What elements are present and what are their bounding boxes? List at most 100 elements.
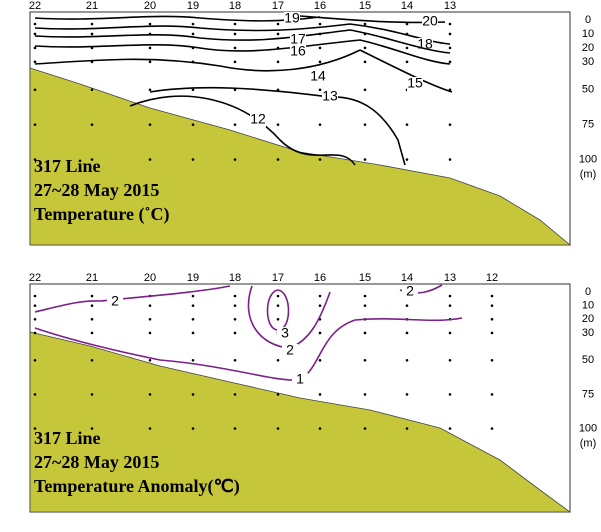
sample-dot xyxy=(191,123,195,126)
sample-dot xyxy=(318,393,322,396)
depth-tick-label: 0 xyxy=(585,14,591,26)
depth-tick-label: 20 xyxy=(582,42,594,54)
sample-dot xyxy=(191,393,195,396)
station-label: 19 xyxy=(187,272,199,284)
depth-tick-label: 10 xyxy=(582,300,594,312)
sample-dot xyxy=(405,304,409,307)
depth-unit: (m) xyxy=(580,168,597,180)
sample-dot xyxy=(233,46,237,50)
sample-dot xyxy=(33,294,37,298)
sample-dot xyxy=(490,318,494,321)
sample-dot xyxy=(276,427,280,430)
station-label: 21 xyxy=(86,0,98,12)
contour-label-bg xyxy=(284,12,300,26)
sample-dot xyxy=(448,294,452,298)
sample-dot xyxy=(90,294,94,298)
contour-line xyxy=(34,23,451,45)
sample-dot xyxy=(148,304,152,307)
sample-dot xyxy=(276,158,280,161)
seabed xyxy=(29,67,572,246)
contour-line xyxy=(34,49,361,72)
sample-dot xyxy=(33,32,37,36)
contour-label: 1 xyxy=(296,371,304,387)
sample-dot xyxy=(448,358,452,362)
sample-dot xyxy=(490,331,494,335)
depth-tick-label: 50 xyxy=(582,84,594,96)
sample-dot xyxy=(90,158,94,161)
sample-dot xyxy=(363,427,367,430)
station-label: 18 xyxy=(229,0,241,12)
sample-dot xyxy=(233,294,237,298)
sample-dot xyxy=(90,304,94,307)
sample-dot xyxy=(148,427,152,430)
sample-dot xyxy=(33,88,37,92)
sample-dot xyxy=(405,22,409,26)
sample-dot xyxy=(448,46,452,50)
sample-dot xyxy=(363,22,367,26)
sample-dot xyxy=(191,304,195,307)
station-label: 20 xyxy=(144,272,156,284)
depth-unit: (m) xyxy=(580,437,597,449)
sample-dot xyxy=(148,318,152,321)
depth-tick-label: 10 xyxy=(582,28,594,40)
contour-label-bg xyxy=(277,327,293,341)
depth-tick-label: 100 xyxy=(579,422,597,434)
sample-dot xyxy=(90,88,94,92)
sample-dot xyxy=(490,427,494,430)
station-label: 15 xyxy=(359,272,371,284)
sample-dot xyxy=(405,427,409,430)
sample-dot xyxy=(148,331,152,335)
depth-tick-label: 30 xyxy=(582,56,594,68)
sample-dot xyxy=(191,158,195,161)
sample-dot xyxy=(276,393,280,396)
sample-dot xyxy=(90,32,94,36)
contour-label: 13 xyxy=(322,88,338,104)
sample-dot xyxy=(448,331,452,335)
sample-dot xyxy=(318,123,322,126)
sample-dot xyxy=(33,60,37,64)
sample-dot xyxy=(33,358,37,362)
contour-label: 20 xyxy=(422,13,438,29)
contour-label: 2 xyxy=(286,342,294,358)
sample-dot xyxy=(318,22,322,26)
contour-label-bg xyxy=(250,113,266,127)
sample-dot xyxy=(90,393,94,396)
contour-label-bg xyxy=(422,15,438,29)
contour-label-bg xyxy=(292,373,308,387)
sample-dot xyxy=(448,123,452,126)
sample-dot xyxy=(448,32,452,36)
sample-dot xyxy=(405,393,409,396)
sample-dot xyxy=(233,60,237,64)
sample-dot xyxy=(148,46,152,50)
panel-title: 27~28 May 2015 xyxy=(34,452,159,472)
sample-dot xyxy=(448,158,452,161)
contour-label: 19 xyxy=(284,10,300,26)
sample-dot xyxy=(276,358,280,362)
contour-label: 12 xyxy=(250,111,266,127)
depth-tick-label: 30 xyxy=(582,327,594,339)
station-label: 14 xyxy=(401,0,413,12)
station-label: 16 xyxy=(314,272,326,284)
seabed xyxy=(29,331,572,513)
station-label: 19 xyxy=(187,0,199,12)
sample-dot xyxy=(233,32,237,36)
sample-dot xyxy=(33,158,37,161)
sample-dot xyxy=(148,123,152,126)
sample-dot xyxy=(276,304,280,307)
station-label: 21 xyxy=(86,272,98,284)
contour-label: 3 xyxy=(281,325,289,341)
sample-dot xyxy=(276,294,280,298)
sample-dot xyxy=(191,88,195,92)
sample-dot xyxy=(233,123,237,126)
sample-dot xyxy=(233,318,237,321)
sample-dot xyxy=(33,393,37,396)
contour-line xyxy=(129,95,356,166)
station-label: 22 xyxy=(29,0,41,12)
sample-dot xyxy=(318,88,322,92)
sample-dot xyxy=(276,123,280,126)
sample-dot xyxy=(90,331,94,335)
contour-label: 14 xyxy=(310,68,326,84)
sample-dot xyxy=(148,88,152,92)
sample-dot xyxy=(191,427,195,430)
